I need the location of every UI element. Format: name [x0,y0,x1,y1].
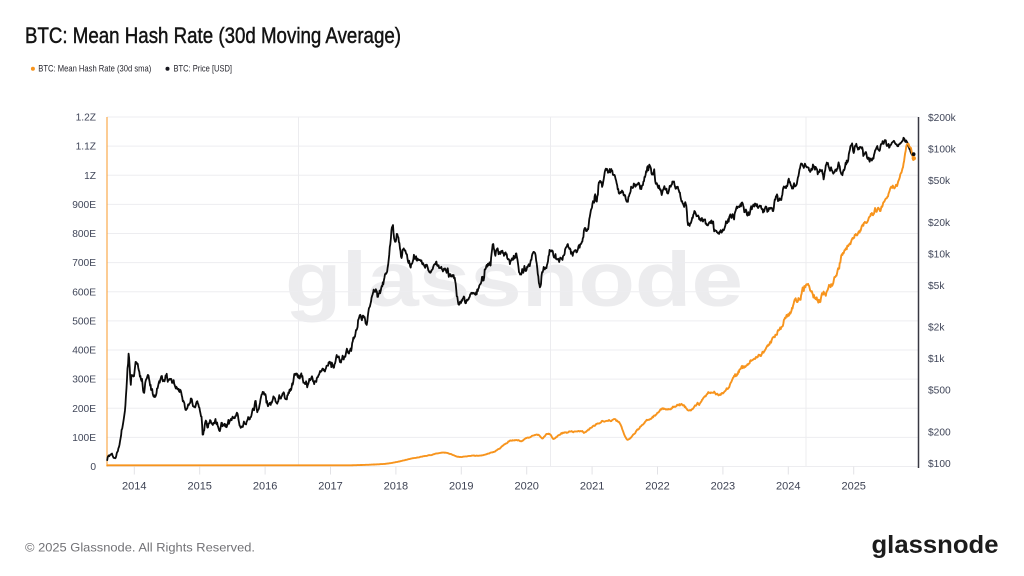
svg-text:$5k: $5k [928,281,945,292]
svg-text:$2k: $2k [928,323,945,334]
svg-text:2016: 2016 [253,481,277,493]
svg-text:400E: 400E [72,346,96,357]
svg-text:1Z: 1Z [84,171,96,182]
svg-text:BTC: Price [USD]: BTC: Price [USD] [174,64,233,74]
svg-text:2024: 2024 [776,481,800,493]
svg-text:900E: 900E [72,200,96,211]
svg-text:2022: 2022 [645,481,669,493]
svg-text:600E: 600E [72,287,96,298]
svg-text:2018: 2018 [384,481,408,493]
svg-text:$1k: $1k [928,354,945,365]
svg-text:1.1Z: 1.1Z [76,142,96,153]
svg-text:2023: 2023 [711,481,735,493]
svg-text:$200: $200 [928,427,951,438]
svg-text:1.2Z: 1.2Z [76,113,96,124]
svg-text:800E: 800E [72,229,96,240]
svg-text:200E: 200E [72,404,96,415]
svg-text:100E: 100E [72,433,96,444]
svg-text:700E: 700E [72,258,96,269]
svg-text:glassnode: glassnode [872,531,999,559]
svg-text:0: 0 [90,462,96,473]
svg-text:300E: 300E [72,375,96,386]
svg-text:2021: 2021 [580,481,604,493]
svg-text:© 2025 Glassnode. All Rights R: © 2025 Glassnode. All Rights Reserved. [25,541,255,555]
svg-text:$500: $500 [928,386,951,397]
svg-text:$200k: $200k [928,113,957,124]
svg-text:$20k: $20k [928,218,951,229]
svg-text:2017: 2017 [318,481,342,493]
svg-text:2014: 2014 [122,481,146,493]
svg-text:2015: 2015 [187,481,211,493]
svg-text:2020: 2020 [514,481,538,493]
svg-text:BTC: Mean Hash Rate (30d Movin: BTC: Mean Hash Rate (30d Moving Average) [25,23,401,48]
svg-text:glassnode: glassnode [285,237,743,323]
svg-text:$100: $100 [928,459,951,470]
svg-text:500E: 500E [72,317,96,328]
svg-text:BTC: Mean Hash Rate (30d sma): BTC: Mean Hash Rate (30d sma) [38,64,151,74]
svg-text:$50k: $50k [928,176,951,187]
svg-text:2025: 2025 [841,481,865,493]
svg-text:$100k: $100k [928,145,957,156]
svg-text:$10k: $10k [928,249,951,260]
svg-text:2019: 2019 [449,481,473,493]
